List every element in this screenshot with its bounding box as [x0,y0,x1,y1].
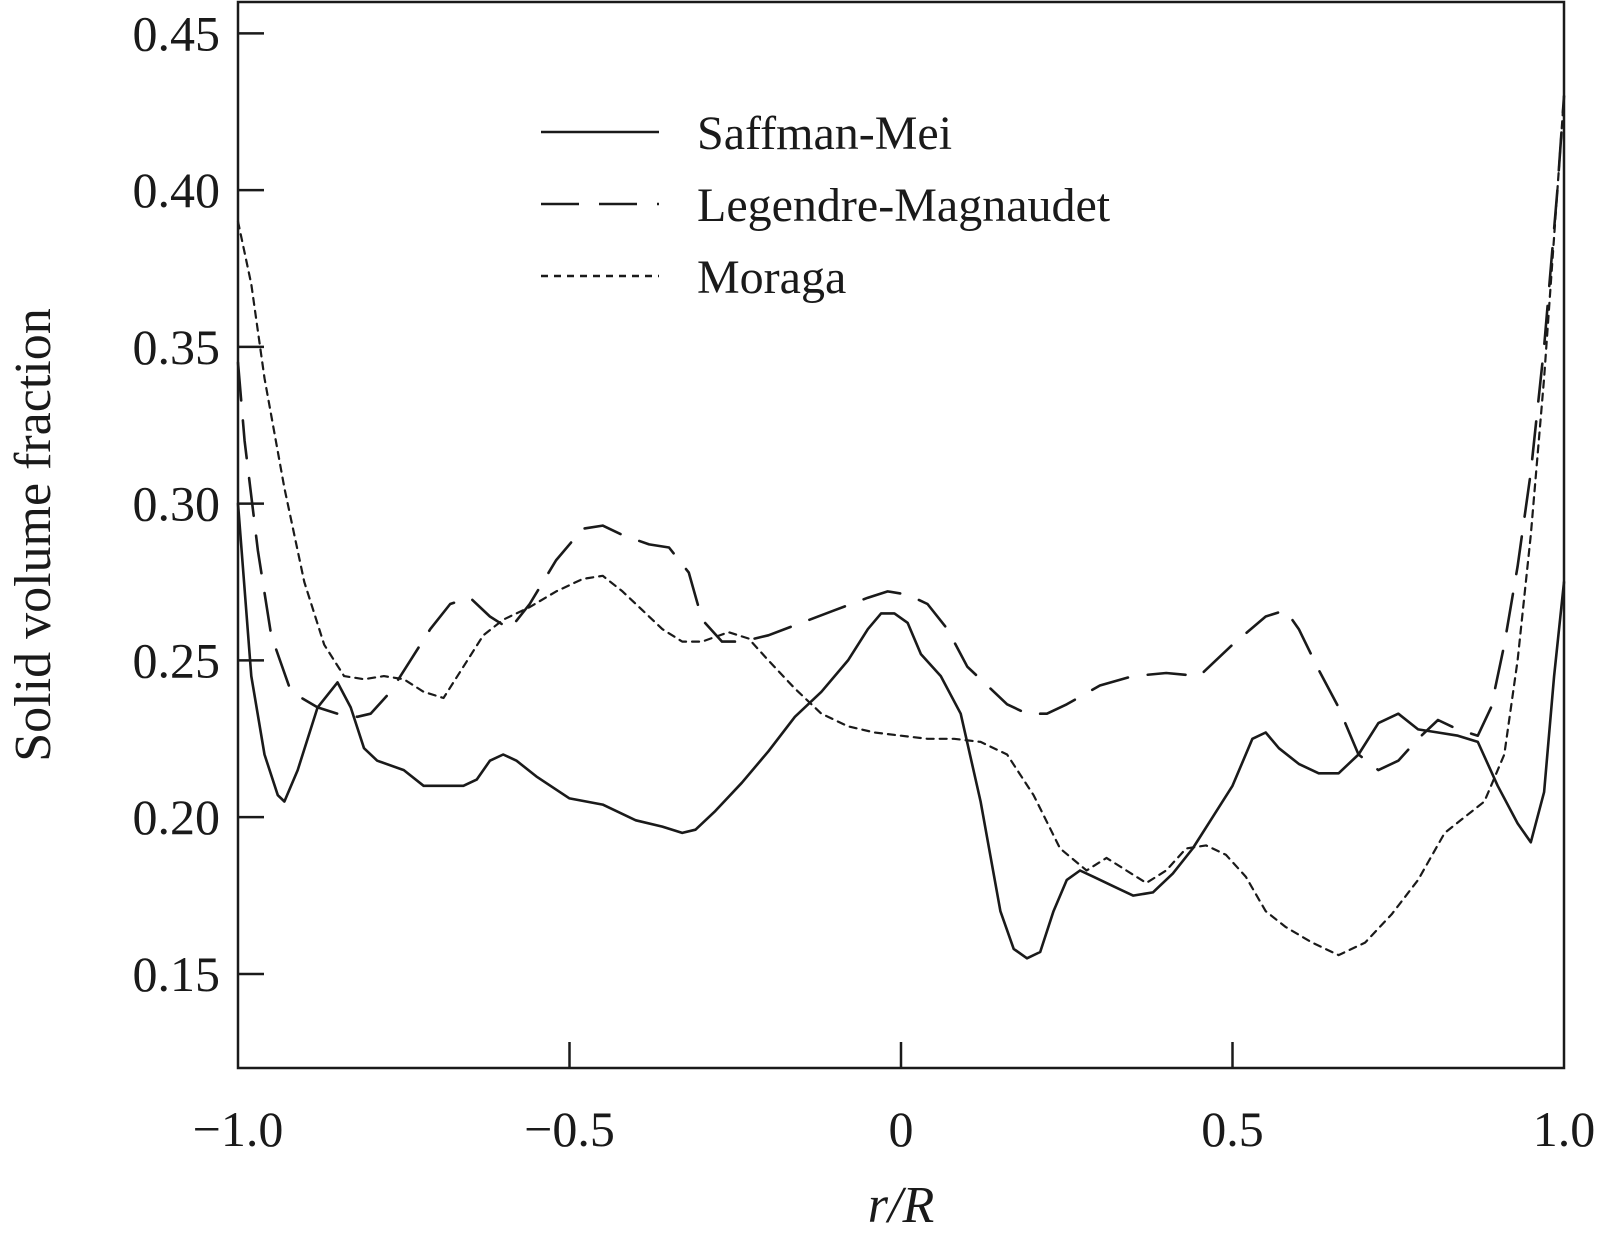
y-tick-label: 0.35 [133,319,221,375]
y-tick-label: 0.30 [133,476,221,532]
series-layer [236,94,1566,960]
y-tick-label: 0.20 [133,789,221,845]
x-tick-label: −1.0 [193,1101,284,1157]
y-tick-label: 0.40 [133,162,221,218]
y-tick-label: 0.45 [133,5,221,61]
series-line-legendre-magnaudet [236,94,1566,772]
x-tick-label: 1.0 [1533,1101,1596,1157]
x-tick-label: −0.5 [524,1101,615,1157]
legend-label: Legendre-Magnaudet [697,179,1111,232]
legend-label: Moraga [697,251,846,304]
y-tick-label: 0.25 [133,632,221,688]
y-axis-title: Solid volume fraction [5,308,62,761]
y-tick-label: 0.15 [133,946,221,1002]
axis-ticks: 0.15 0.20 0.25 0.30 0.35 0.40 0.45 −1.0 −0.5 0 0.5… [133,5,1596,1157]
legend: Saffman-Mei Legendre-Magnaudet Moraga [541,107,1111,304]
x-tick-label: 0 [889,1101,914,1157]
plot-area [236,0,1566,1070]
series-line-moraga [236,94,1566,957]
x-tick-label: 0.5 [1201,1101,1264,1157]
x-axis-title: r/R [868,1177,934,1233]
legend-label: Saffman-Mei [697,107,952,160]
series-line-saffman-mei [236,502,1566,960]
